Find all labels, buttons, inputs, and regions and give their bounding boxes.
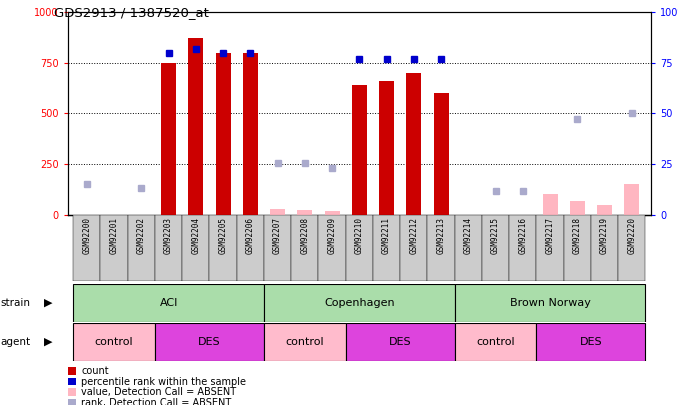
Bar — [597, 205, 612, 215]
Bar — [618, 215, 645, 281]
Bar — [264, 215, 292, 281]
Text: percentile rank within the sample: percentile rank within the sample — [81, 377, 246, 386]
Text: Copenhagen: Copenhagen — [324, 298, 395, 308]
Bar — [379, 81, 394, 215]
Bar — [482, 215, 509, 281]
Text: GSM92208: GSM92208 — [300, 217, 309, 254]
Bar — [270, 209, 285, 215]
Text: ACI: ACI — [159, 298, 178, 308]
Bar — [298, 210, 313, 215]
Bar — [182, 215, 210, 281]
Text: GSM92202: GSM92202 — [137, 217, 146, 254]
Bar — [210, 215, 237, 281]
Bar — [73, 323, 155, 361]
Text: DES: DES — [580, 337, 602, 347]
Bar — [127, 215, 155, 281]
Text: value, Detection Call = ABSENT: value, Detection Call = ABSENT — [81, 387, 237, 397]
Bar — [346, 215, 373, 281]
Bar — [188, 38, 203, 215]
Text: GSM92211: GSM92211 — [382, 217, 391, 254]
Text: GSM92205: GSM92205 — [218, 217, 228, 254]
Bar — [591, 215, 618, 281]
Text: rank, Detection Call = ABSENT: rank, Detection Call = ABSENT — [81, 398, 232, 405]
Bar — [373, 215, 400, 281]
Bar — [243, 53, 258, 215]
Text: GSM92212: GSM92212 — [410, 217, 418, 254]
Text: DES: DES — [198, 337, 221, 347]
Bar — [237, 215, 264, 281]
Text: GSM92210: GSM92210 — [355, 217, 364, 254]
Text: GSM92213: GSM92213 — [437, 217, 445, 254]
Text: ▶: ▶ — [44, 337, 53, 347]
Text: GSM92219: GSM92219 — [600, 217, 609, 254]
Text: control: control — [95, 337, 134, 347]
Text: GSM92216: GSM92216 — [518, 217, 527, 254]
Text: Brown Norway: Brown Norway — [510, 298, 591, 308]
Text: GSM92200: GSM92200 — [82, 217, 92, 254]
Bar — [509, 215, 536, 281]
Bar — [292, 215, 319, 281]
Bar — [427, 215, 455, 281]
Text: ▶: ▶ — [44, 298, 53, 308]
Text: GSM92214: GSM92214 — [464, 217, 473, 254]
Text: control: control — [476, 337, 515, 347]
Text: GDS2913 / 1387520_at: GDS2913 / 1387520_at — [54, 6, 209, 19]
Bar — [216, 53, 231, 215]
Bar — [325, 211, 340, 215]
Bar — [624, 184, 639, 215]
Bar — [536, 323, 645, 361]
Text: GSM92207: GSM92207 — [273, 217, 282, 254]
Bar — [434, 93, 449, 215]
Bar — [346, 323, 455, 361]
Text: GSM92215: GSM92215 — [491, 217, 500, 254]
Bar — [406, 73, 421, 215]
Text: GSM92204: GSM92204 — [191, 217, 201, 254]
Bar — [73, 215, 100, 281]
Bar — [352, 85, 367, 215]
Bar — [455, 284, 645, 322]
Bar — [400, 215, 427, 281]
Text: count: count — [81, 366, 109, 376]
Bar — [100, 215, 127, 281]
Bar — [536, 215, 563, 281]
Text: GSM92201: GSM92201 — [110, 217, 119, 254]
Text: agent: agent — [1, 337, 31, 347]
Text: GSM92209: GSM92209 — [327, 217, 336, 254]
Bar — [563, 215, 591, 281]
Text: control: control — [285, 337, 324, 347]
Text: GSM92203: GSM92203 — [164, 217, 173, 254]
Bar — [455, 215, 482, 281]
Bar — [319, 215, 346, 281]
Bar — [155, 323, 264, 361]
Text: GSM92218: GSM92218 — [573, 217, 582, 254]
Bar — [264, 323, 346, 361]
Text: GSM92217: GSM92217 — [546, 217, 555, 254]
Bar — [570, 202, 585, 215]
Text: GSM92206: GSM92206 — [246, 217, 255, 254]
Bar — [264, 284, 455, 322]
Text: DES: DES — [389, 337, 412, 347]
Text: strain: strain — [1, 298, 31, 308]
Bar — [542, 194, 557, 215]
Bar — [155, 215, 182, 281]
Text: GSM92220: GSM92220 — [627, 217, 637, 254]
Bar — [455, 323, 536, 361]
Bar — [161, 63, 176, 215]
Bar — [73, 284, 264, 322]
